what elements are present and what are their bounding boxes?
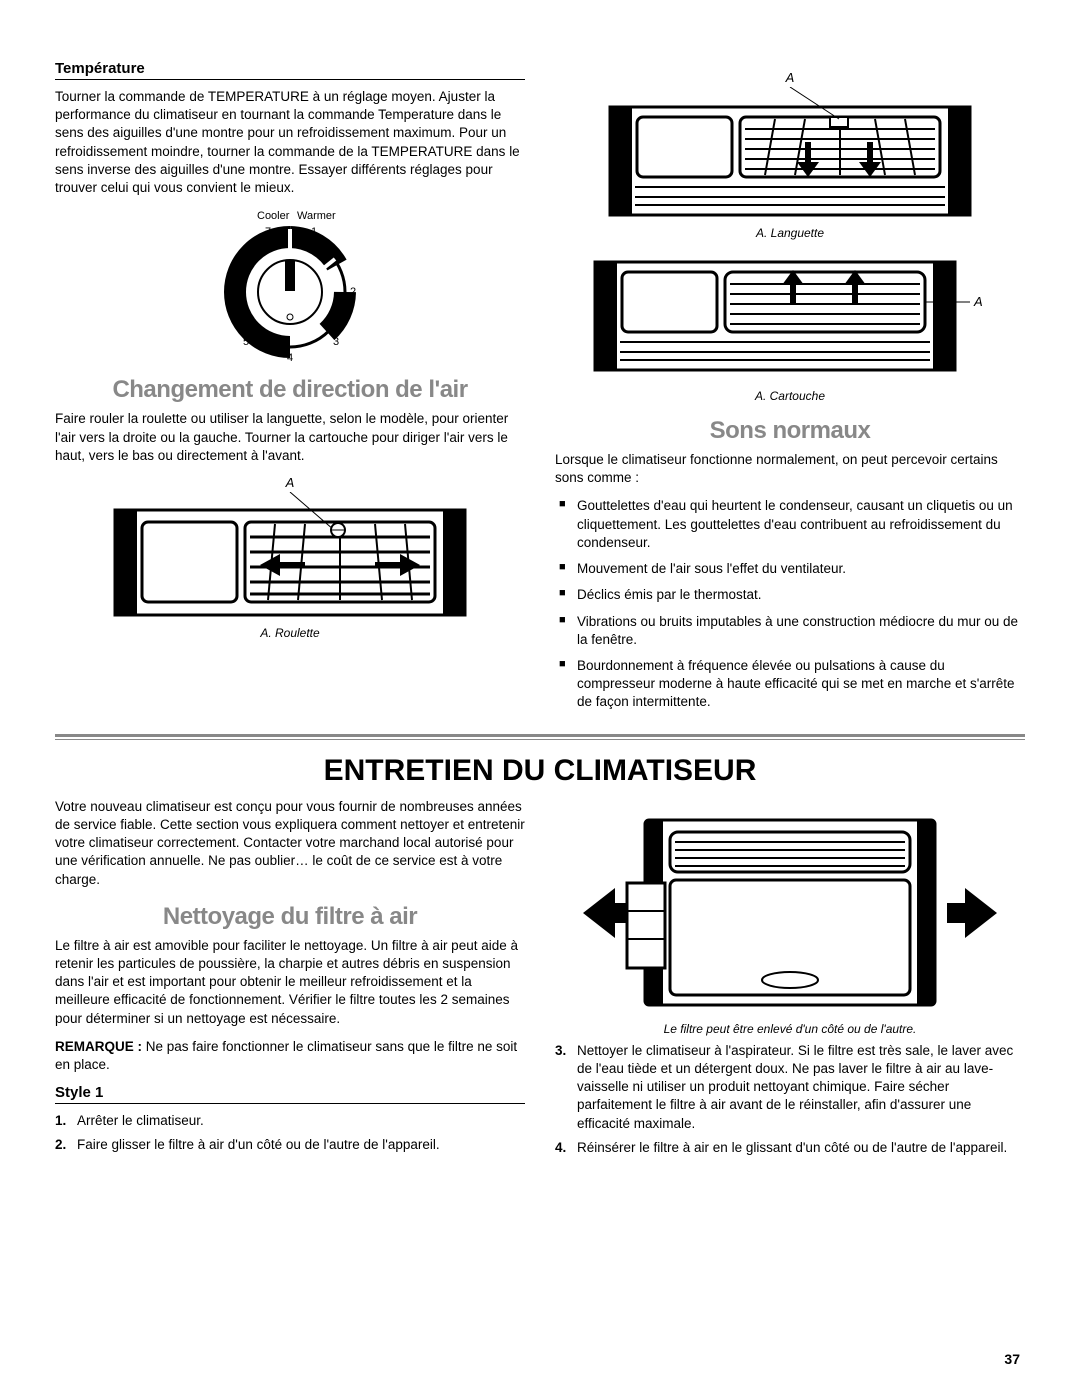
bottom-left-col: Votre nouveau climatiseur est conçu pour…: [55, 798, 525, 1163]
style-heading: Style 1: [55, 1084, 525, 1104]
top-left-col: Température Tourner la commande de TEMPE…: [55, 60, 525, 720]
roulette-caption: A. Roulette: [55, 626, 525, 640]
languette-label: A: [555, 70, 1025, 85]
sons-item: Bourdonnement à fréquence élevée ou puls…: [555, 657, 1025, 712]
page-number: 37: [1004, 1351, 1020, 1367]
nettoyage-heading: Nettoyage du filtre à air: [55, 903, 525, 931]
remarque-label: REMARQUE :: [55, 1039, 142, 1054]
changement-body: Faire rouler la roulette ou utiliser la …: [55, 410, 525, 465]
svg-text:5: 5: [243, 336, 249, 348]
dial-figure: Cooler Warmer 7 1 2 3 4: [55, 207, 525, 362]
languette-caption: A. Languette: [555, 226, 1025, 240]
cartouche-caption: A. Cartouche: [555, 389, 1025, 403]
step-4: 4.Réinsérer le filtre à air en le glissa…: [555, 1139, 1025, 1157]
filter-figure: Le filtre peut être enlevé d'un côté ou …: [555, 808, 1025, 1036]
section-divider: [55, 734, 1025, 740]
style-steps-12: 1.Arrêter le climatiseur. 2.Faire glisse…: [55, 1112, 525, 1154]
changement-heading: Changement de direction de l'air: [55, 376, 525, 404]
svg-text:2: 2: [350, 286, 356, 298]
sons-item: Déclics émis par le thermostat.: [555, 586, 1025, 604]
sons-item: Mouvement de l'air sous l'effet du venti…: [555, 560, 1025, 578]
svg-text:3: 3: [333, 336, 339, 348]
svg-text:A: A: [973, 294, 983, 309]
filter-svg: [575, 808, 1005, 1018]
cartouche-svg: A: [590, 250, 990, 385]
roulette-label: A: [55, 475, 525, 490]
bottom-section: Votre nouveau climatiseur est conçu pour…: [55, 798, 1025, 1163]
top-section: Température Tourner la commande de TEMPE…: [55, 60, 1025, 720]
languette-svg: [605, 87, 975, 222]
bottom-right-col: Le filtre peut être enlevé d'un côté ou …: [555, 798, 1025, 1163]
step-3: 3.Nettoyer le climatiseur à l'aspirateur…: [555, 1042, 1025, 1133]
style-steps-34: 3.Nettoyer le climatiseur à l'aspirateur…: [555, 1042, 1025, 1157]
remarque: REMARQUE : Ne pas faire fonctionner le c…: [55, 1038, 525, 1074]
roulette-figure: A: [55, 475, 525, 640]
sons-list: Gouttelettes d'eau qui heurtent le conde…: [555, 497, 1025, 711]
filter-caption: Le filtre peut être enlevé d'un côté ou …: [555, 1022, 1025, 1036]
cartouche-figure: A A. Cartouche: [555, 250, 1025, 403]
temp-heading: Température: [55, 60, 525, 80]
step-2: 2.Faire glisser le filtre à air d'un côt…: [55, 1136, 525, 1154]
sons-heading: Sons normaux: [555, 417, 1025, 445]
sons-intro: Lorsque le climatiseur fonctionne normal…: [555, 451, 1025, 487]
main-title: ENTRETIEN DU CLIMATISEUR: [55, 754, 1025, 788]
warmer-label: Warmer: [297, 210, 336, 222]
sons-item: Vibrations ou bruits imputables à une co…: [555, 613, 1025, 649]
roulette-svg: [110, 492, 470, 622]
cooler-label: Cooler: [257, 210, 290, 222]
step-1: 1.Arrêter le climatiseur.: [55, 1112, 525, 1130]
sons-item: Gouttelettes d'eau qui heurtent le conde…: [555, 497, 1025, 552]
svg-text:4: 4: [287, 352, 293, 362]
entretien-intro: Votre nouveau climatiseur est conçu pour…: [55, 798, 525, 889]
svg-text:6: 6: [227, 286, 233, 298]
temp-body: Tourner la commande de TEMPERATURE à un …: [55, 88, 525, 197]
svg-text:1: 1: [311, 226, 317, 238]
svg-text:7: 7: [265, 226, 271, 238]
top-right-col: A: [555, 60, 1025, 720]
dial-svg: Cooler Warmer 7 1 2 3 4: [205, 207, 375, 362]
languette-figure: A: [555, 70, 1025, 240]
nettoyage-body: Le filtre à air est amovible pour facili…: [55, 937, 525, 1028]
